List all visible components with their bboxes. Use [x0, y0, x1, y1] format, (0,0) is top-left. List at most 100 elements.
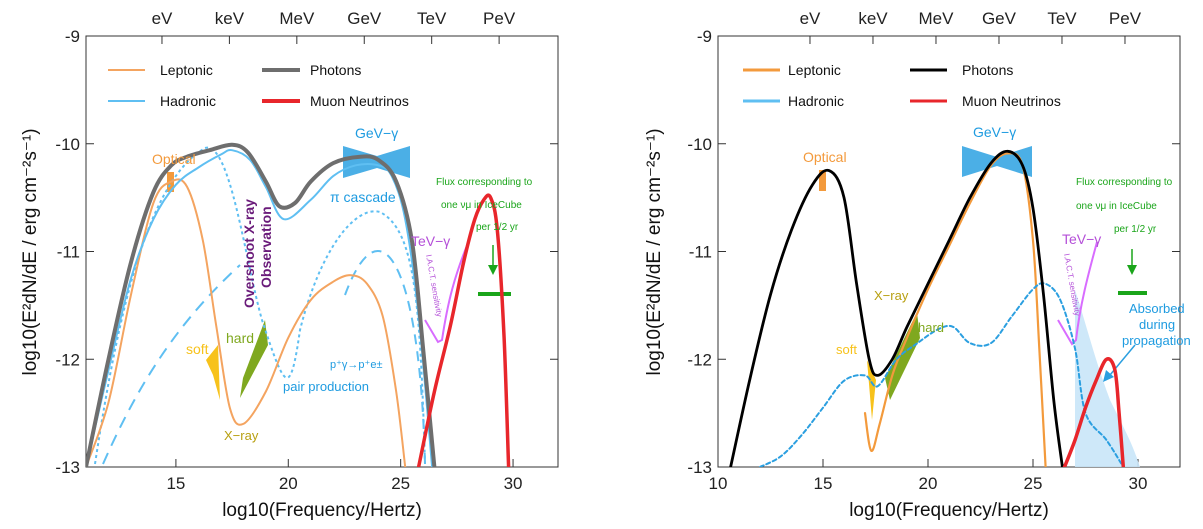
plot-area: [86, 142, 511, 467]
absorbed-label-line-2: during: [1139, 317, 1175, 332]
pair-label-line-1: p⁺γ→p⁺e±: [330, 359, 383, 371]
y-tick-label: -11: [689, 243, 712, 262]
top-tick-label: MeV: [918, 9, 954, 28]
hadronic-dashed-right: [344, 250, 426, 465]
x-tick-label: 25: [1024, 474, 1043, 493]
y-tick-label: -12: [55, 350, 80, 369]
top-tick-label: eV: [152, 9, 173, 28]
pair-label-line-2: pair production: [283, 379, 369, 394]
iact-label: I.A.C.T. sensitivity: [1062, 253, 1082, 317]
hard-xray-band: [885, 312, 920, 400]
x-tick-label: 20: [919, 474, 938, 493]
x-tick-label: 25: [391, 474, 410, 493]
pi-cascade-label: π cascade: [330, 189, 396, 205]
absorbed-arrow-head: [1103, 370, 1114, 382]
series-group: [729, 149, 1126, 467]
top-tick-label: PeV: [483, 9, 516, 28]
y-tick-label: -13: [55, 458, 80, 477]
x-tick-label: 30: [504, 474, 523, 493]
y-tick-label: -9: [697, 27, 712, 46]
hard-xray-band: [240, 320, 268, 398]
legend-label-photons: Photons: [962, 62, 1013, 78]
right-panel: 10 15 20 25 30 -13 -12 -11 -10 -9 eV keV MeV GeV TeV P…: [644, 9, 1191, 521]
top-tick-label: eV: [800, 9, 821, 28]
top-tick-label: GeV: [982, 9, 1017, 28]
overshoot-label-line-2: Observation: [258, 206, 274, 288]
top-tick-label: TeV: [417, 9, 447, 28]
series-leptonic: [86, 178, 407, 467]
top-tick-label: TeV: [1047, 9, 1077, 28]
optical-label: Optical: [803, 149, 847, 165]
x-tick-label: 20: [279, 474, 298, 493]
optical-marker: [819, 170, 826, 191]
top-tick-label: keV: [215, 9, 245, 28]
x-tick-label: 30: [1129, 474, 1148, 493]
flux-label-line-3: per 1/2 yr: [1114, 224, 1157, 235]
tick-group: 10 15 20 25 30 -13 -12 -11 -10 -9: [687, 27, 1180, 493]
y-axis-label: log10(E²dN/dE / erg cm⁻²s⁻¹): [20, 128, 41, 375]
legend-label-neutrinos: Muon Neutrinos: [962, 93, 1061, 109]
y-tick-label: -12: [687, 350, 712, 369]
plot-area: [729, 146, 1147, 467]
xray-label: X−ray: [874, 288, 909, 303]
top-tick-label: keV: [858, 9, 888, 28]
tev-label: TeV−γ: [1062, 231, 1101, 247]
top-tick-label: MeV: [279, 9, 315, 28]
soft-xray-band: [206, 345, 220, 400]
y-tick-label: -10: [687, 135, 712, 154]
legend-label-photons: Photons: [310, 62, 361, 78]
legend-label-leptonic: Leptonic: [788, 62, 841, 78]
y-tick-label: -10: [55, 135, 80, 154]
xray-label: X−ray: [224, 428, 259, 443]
overshoot-label-line-1: Overshoot X-ray: [241, 199, 257, 308]
flux-label-line-2: one νμ in IceCube: [1076, 201, 1157, 212]
iact-curve: [424, 242, 469, 344]
x-axis-label: log10(Frequency/Hertz): [222, 500, 422, 521]
soft-label: soft: [186, 341, 209, 357]
legend: Leptonic Hadronic Photons Muon Neutrinos: [743, 62, 1061, 109]
y-tick-label: -11: [57, 243, 80, 262]
tick-group: 15 20 25 30 -13 -12 -11 -10 -9: [55, 27, 558, 493]
hard-label: hard: [226, 330, 254, 346]
y-tick-label: -9: [65, 27, 80, 46]
legend-label-hadronic: Hadronic: [160, 93, 216, 109]
y-axis-label: log10(E²dN/dE / erg cm⁻²s⁻¹): [644, 128, 665, 375]
absorbed-label-line-3: propagation: [1122, 333, 1191, 348]
x-tick-label: 10: [709, 474, 728, 493]
hard-label: hard: [918, 320, 944, 335]
hadronic-dashed-curve: [102, 264, 241, 465]
legend: Leptonic Hadronic Photons Muon Neutrinos: [108, 62, 409, 109]
flux-label-line-2: one νμ in IceCube: [441, 200, 522, 211]
series-group: [86, 142, 511, 467]
iact-curve: [1057, 241, 1098, 346]
series-hadronic: [759, 282, 1125, 467]
legend-label-neutrinos: Muon Neutrinos: [310, 93, 409, 109]
absorbed-label-line-1: Absorbed: [1129, 301, 1185, 316]
flux-arrow-head: [488, 265, 498, 275]
legend-label-leptonic: Leptonic: [160, 62, 213, 78]
x-tick-label: 15: [166, 474, 185, 493]
y-tick-label: -13: [687, 458, 712, 477]
soft-label: soft: [836, 342, 857, 357]
flux-arrow-head: [1127, 265, 1137, 275]
flux-label-line-1: Flux corresponding to: [436, 177, 533, 188]
top-energy-axis: eV keV MeV GeV TeV PeV: [152, 9, 516, 44]
series-muon-neutrinos: [1062, 357, 1126, 467]
gev-label: GeV−γ: [355, 125, 398, 141]
left-panel: 15 20 25 30 -13 -12 -11 -10 -9 eV keV MeV GeV TeV PeV…: [20, 9, 559, 521]
top-tick-label: PeV: [1109, 9, 1142, 28]
series-photons: [729, 149, 1064, 467]
x-axis-label: log10(Frequency/Hertz): [849, 500, 1049, 521]
gev-bowtie: [343, 146, 410, 178]
legend-label-hadronic: Hadronic: [788, 93, 844, 109]
series-leptonic: [863, 152, 1047, 467]
top-energy-axis: eV keV MeV GeV TeV PeV: [800, 9, 1142, 44]
tev-label: TeV−γ: [411, 233, 450, 249]
top-tick-label: GeV: [347, 9, 382, 28]
series-muon-neutrinos: [416, 193, 511, 467]
flux-label-line-3: per 1/2 yr: [476, 222, 519, 233]
gev-label: GeV−γ: [973, 124, 1016, 140]
hadronic-dotted-curve: [94, 146, 426, 465]
iact-label: I.A.C.T. sensitivity: [424, 254, 444, 318]
